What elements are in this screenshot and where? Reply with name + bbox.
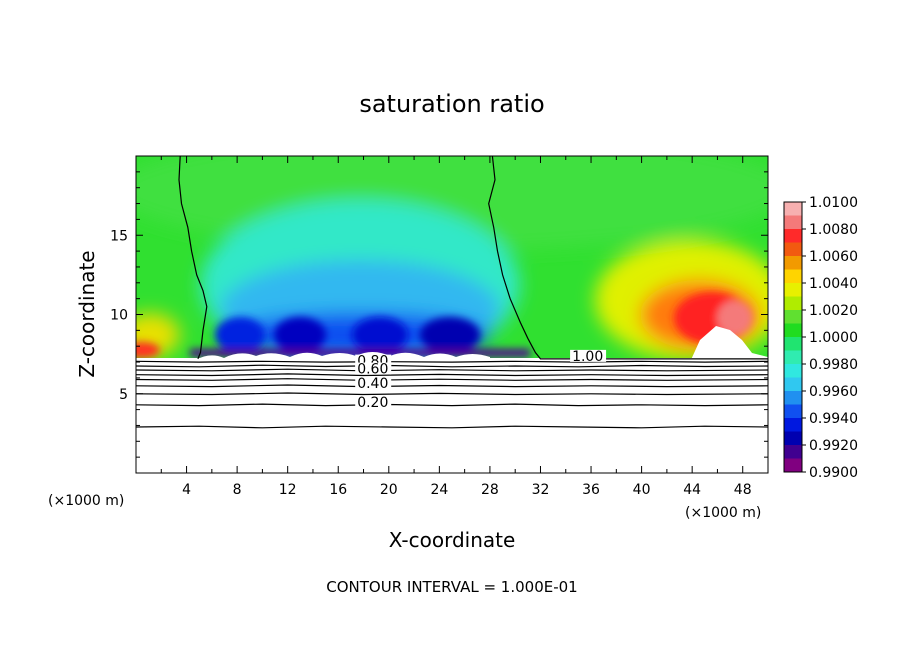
colorbar: 1.0100 1.0080 1.0060 1.0040 1.0020 1.0000 0.99… xyxy=(783,195,858,481)
colorbar-swatch-16 xyxy=(784,418,802,432)
x-tick-label-40: 40 xyxy=(633,482,651,498)
field-white-cloud xyxy=(690,326,768,362)
x-unit-right: (×1000 m) xyxy=(685,505,761,521)
contour-label-0: 1.00 xyxy=(572,349,603,365)
colorbar-label-1: 1.0080 xyxy=(809,222,858,238)
colorbar-swatch-17 xyxy=(784,431,802,446)
contour-line-0-30-8 xyxy=(136,392,768,396)
contour-line-0-60-5 xyxy=(136,373,768,377)
x-tick-label-12: 12 xyxy=(279,482,297,498)
colorbar-label-8: 0.9940 xyxy=(809,411,858,427)
x-tick-label-8: 8 xyxy=(233,482,242,498)
saturation-field xyxy=(136,156,768,473)
colorbar-swatch-0 xyxy=(784,202,802,216)
contour-line-0-20-9 xyxy=(136,403,768,407)
contour-label-bg-3 xyxy=(355,376,392,389)
colorbar-label-7: 0.9960 xyxy=(809,384,858,400)
x-tick-label-20: 20 xyxy=(380,482,398,498)
colorbar-label-4: 1.0020 xyxy=(809,303,858,319)
colorbar-swatch-6 xyxy=(784,283,802,297)
contour-labels: 1.000.800.600.400.20 xyxy=(355,349,607,411)
x-tick-label-36: 36 xyxy=(582,482,600,498)
colorbar-label-6: 0.9980 xyxy=(809,357,858,373)
field-darkblue-lobe-3 xyxy=(352,317,408,353)
colorbar-swatch-11 xyxy=(784,350,802,365)
colorbar-swatch-10 xyxy=(784,337,802,351)
colorbar-swatch-7 xyxy=(784,296,802,311)
contour-label-bg-0 xyxy=(570,349,607,362)
x-axis-ticks: 4 8 12 16 20 24 28 32 36 40 44 48 xyxy=(160,156,752,498)
field-lower-region xyxy=(136,358,768,473)
colorbar-swatch-13 xyxy=(784,377,802,392)
x-unit-left: (×1000 m) xyxy=(48,493,124,509)
colorbar-label-10: 0.9900 xyxy=(809,465,858,481)
contour-line-0-50-6 xyxy=(136,378,768,381)
contour-label-3: 0.40 xyxy=(357,376,388,392)
contour-label-bg-4 xyxy=(355,395,392,408)
colorbar-swatch-3 xyxy=(784,242,802,257)
contour-interval-note: CONTOUR INTERVAL = 1.000E-01 xyxy=(326,578,577,596)
colorbar-swatch-18 xyxy=(784,445,802,459)
field-darkblue-lobe-1 xyxy=(215,317,265,353)
contour-label-4: 0.20 xyxy=(357,395,388,411)
field-pink-core xyxy=(717,300,753,336)
colorbar-swatch-2 xyxy=(784,229,802,243)
y-tick-label-5: 5 xyxy=(119,387,128,403)
x-tick-label-24: 24 xyxy=(430,482,448,498)
contour-line-1-00-1 xyxy=(488,156,768,360)
colorbar-swatch-4 xyxy=(784,256,802,270)
colorbar-swatch-8 xyxy=(784,310,802,324)
x-tick-label-32: 32 xyxy=(532,482,550,498)
x-tick-label-16: 16 xyxy=(329,482,347,498)
colorbar-label-2: 1.0060 xyxy=(809,249,858,265)
contour-line-1-00-0 xyxy=(178,156,208,360)
x-tick-label-28: 28 xyxy=(481,482,499,498)
contour-line-0-70-4 xyxy=(136,368,768,372)
y-tick-label-10: 10 xyxy=(110,308,128,324)
colorbar-label-5: 1.0000 xyxy=(809,330,858,346)
colorbar-swatch-9 xyxy=(784,323,802,338)
y-tick-label-15: 15 xyxy=(110,228,128,244)
colorbar-swatch-14 xyxy=(784,391,802,405)
contour-label-2: 0.60 xyxy=(357,362,388,378)
colorbar-swatch-5 xyxy=(784,269,802,284)
colorbar-label-3: 1.0040 xyxy=(809,276,858,292)
y-axis-label: Z-coordinate xyxy=(75,250,99,377)
field-darkblue-lobe-2 xyxy=(274,317,326,353)
colorbar-label-9: 0.9920 xyxy=(809,438,858,454)
colorbar-swatch-1 xyxy=(784,215,802,230)
contour-line-0-40-7 xyxy=(136,384,768,388)
chart-title: saturation ratio xyxy=(359,90,544,118)
x-axis-label: X-coordinate xyxy=(389,528,516,552)
y-axis-ticks: 5 10 15 xyxy=(110,171,768,458)
field-red-left xyxy=(136,342,160,358)
contour-lines xyxy=(136,156,768,429)
x-tick-label-44: 44 xyxy=(683,482,701,498)
x-tick-label-48: 48 xyxy=(734,482,752,498)
field-purple-edge xyxy=(190,349,530,357)
field-darkblue-lobe-4 xyxy=(420,317,480,353)
colorbar-swatch-15 xyxy=(784,404,802,419)
contour-line-0-10-10 xyxy=(136,425,768,429)
contour-line-0-80-3 xyxy=(136,364,768,368)
field-white-bumps xyxy=(196,352,490,362)
colorbar-swatch-19 xyxy=(784,458,802,473)
contour-label-bg-2 xyxy=(355,362,392,375)
contour-line-0-90-2 xyxy=(136,360,768,363)
colorbar-swatch-12 xyxy=(784,364,802,378)
x-tick-label-4: 4 xyxy=(182,482,191,498)
colorbar-label-0: 1.0100 xyxy=(809,195,858,211)
